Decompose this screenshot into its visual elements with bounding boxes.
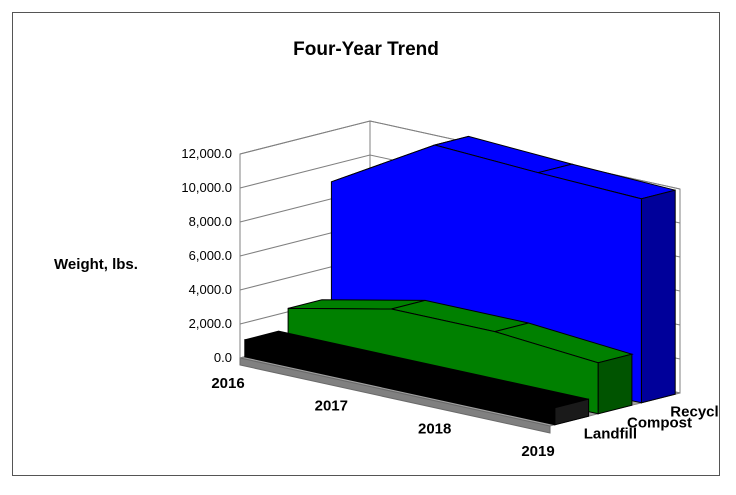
series-layer	[244, 135, 676, 426]
y-tick-label: 10,000.0	[181, 180, 232, 195]
series-end-face	[597, 353, 633, 415]
chart-title: Four-Year Trend	[293, 39, 439, 60]
series-end-face	[640, 189, 676, 404]
series-depth-labels: LandfillCompostRecycle	[584, 404, 719, 443]
series-landfill	[244, 330, 590, 426]
x-tick-label: 2016	[211, 375, 244, 392]
series-front-face	[244, 339, 556, 426]
series-label: Landfill	[584, 426, 637, 443]
y-tick-label: 4,000.0	[189, 282, 232, 297]
y-tick-labels: 0.0 2,000.0 4,000.0 6,000.0 8,000.0 10,000.0 1…	[181, 146, 232, 365]
x-tick-label: 2019	[521, 443, 554, 460]
y-axis-label: Weight, lbs.	[54, 256, 138, 273]
series-label: Recycle	[670, 404, 719, 421]
y-tick-label: 0.0	[214, 350, 232, 365]
y-tick-label: 12,000.0	[181, 146, 232, 161]
x-tick-labels: 2016 2017 2018 2019	[211, 375, 554, 460]
chart-area: 0.0 2,000.0 4,000.0 6,000.0 8,000.0 10,000.0 1…	[54, 39, 719, 460]
x-tick-label: 2017	[315, 398, 348, 415]
y-tick-label: 6,000.0	[189, 248, 232, 263]
x-tick-label: 2018	[418, 420, 451, 437]
y-tick-label: 8,000.0	[189, 214, 232, 229]
y-tick-label: 2,000.0	[189, 316, 232, 331]
floor-edge	[239, 357, 551, 434]
series-label: Compost	[627, 415, 692, 432]
chart-frame: 0.0 2,000.0 4,000.0 6,000.0 8,000.0 10,000.0 1…	[12, 12, 720, 476]
